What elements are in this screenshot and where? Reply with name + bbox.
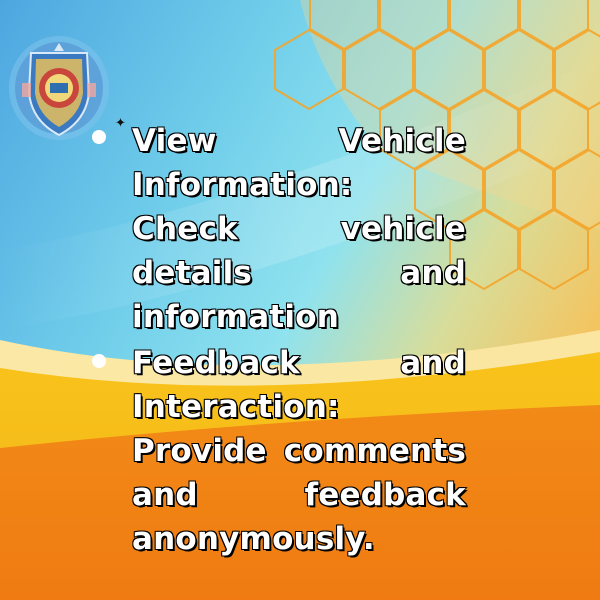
- bullet-dot-icon: [92, 130, 106, 144]
- school-crest-logo: [9, 36, 109, 140]
- bullet-text: View Vehicle Information: Check vehicle …: [131, 122, 466, 336]
- bullet-dot-icon: [92, 354, 106, 368]
- bullet-list: ✦ View Vehicle Information: Check vehicl…: [86, 116, 467, 561]
- list-item-feedback-and-interaction: Feedback and Interaction: Provide commen…: [86, 341, 467, 561]
- orange-wave: [0, 405, 600, 600]
- list-item-view-vehicle-information: ✦ View Vehicle Information: Check vehicl…: [86, 116, 467, 339]
- honeycomb-pattern: [274, 0, 600, 291]
- bullet-text: Feedback and Interaction: Provide commen…: [131, 344, 466, 558]
- sparkle-icon: ✦: [115, 116, 126, 131]
